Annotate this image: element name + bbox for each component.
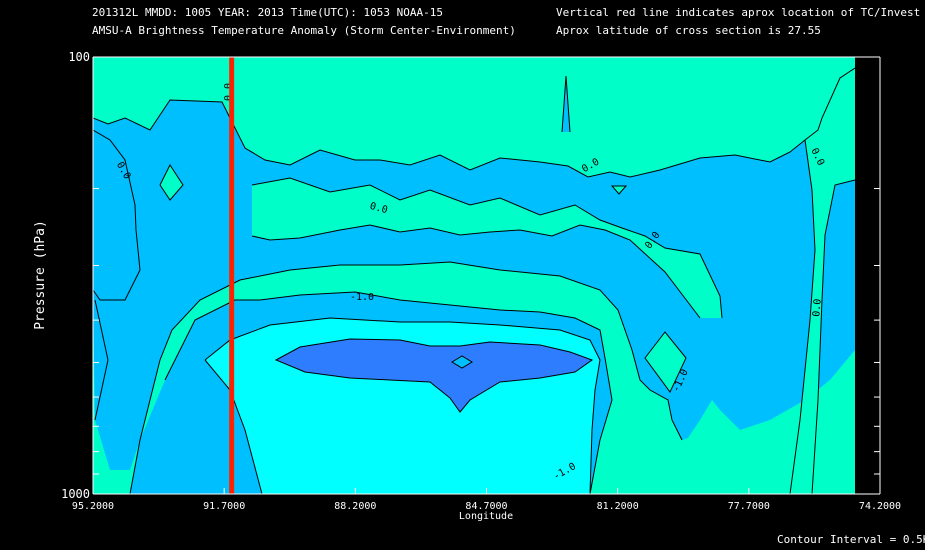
y-axis-label: Pressure (hPa) (33, 220, 48, 330)
fill-layer-deep (276, 339, 592, 412)
contour-interval-note: Contour Interval = 0.5K (777, 533, 925, 546)
contour-value-label: -1.0 (350, 292, 374, 303)
header-line-1: 201312L MMDD: 1005 YEAR: 2013 Time(UTC):… (92, 6, 443, 19)
x-tick-label: 81.2000 (597, 501, 639, 512)
x-tick-label: 88.2000 (334, 501, 376, 512)
fill-layer-aqua-right-blob (645, 332, 686, 392)
y-axis: 100 1000 (61, 50, 880, 501)
contour-lines (93, 67, 855, 494)
contour-value-label: 0.0 (811, 298, 824, 317)
x-tick-label: 91.7000 (203, 501, 245, 512)
fill-layer-aqua-middle (252, 178, 722, 318)
contour-fills (93, 57, 880, 494)
x-tick-label: 74.2000 (859, 501, 901, 512)
x-tick-label: 95.2000 (72, 501, 114, 512)
x-axis: 95.2000 91.7000 88.2000 84.7000 81.2000 77.70… (72, 488, 901, 512)
x-tick-label: 84.7000 (465, 501, 507, 512)
fill-layer-aqua-small-triangle (612, 186, 626, 194)
missing-data-strip (855, 57, 880, 494)
y-tick-label: 1000 (61, 487, 90, 501)
contour-labels: 0.00.00.00.00.00.00.0-1.0-1.0-1.0 (114, 83, 826, 483)
x-axis-label: Longitude (459, 511, 513, 522)
fill-layer-aqua-lower (93, 262, 855, 494)
header-note-1: Vertical red line indicates aprox locati… (556, 6, 921, 19)
x-tick-label: 77.7000 (728, 501, 770, 512)
header-line-2: AMSU-A Brightness Temperature Anomaly (S… (92, 24, 516, 37)
header-note-2: Aprox latitude of cross section is 27.55 (556, 24, 821, 37)
fill-layer-aqua-top (93, 57, 855, 177)
contour-value-label: 0.0 (223, 83, 234, 101)
y-tick-label: 100 (68, 50, 90, 64)
fill-layer-sky-pocket (93, 130, 140, 300)
fill-layer-sky-spike (562, 76, 570, 132)
contour-value-label: 0.0 (369, 201, 389, 216)
